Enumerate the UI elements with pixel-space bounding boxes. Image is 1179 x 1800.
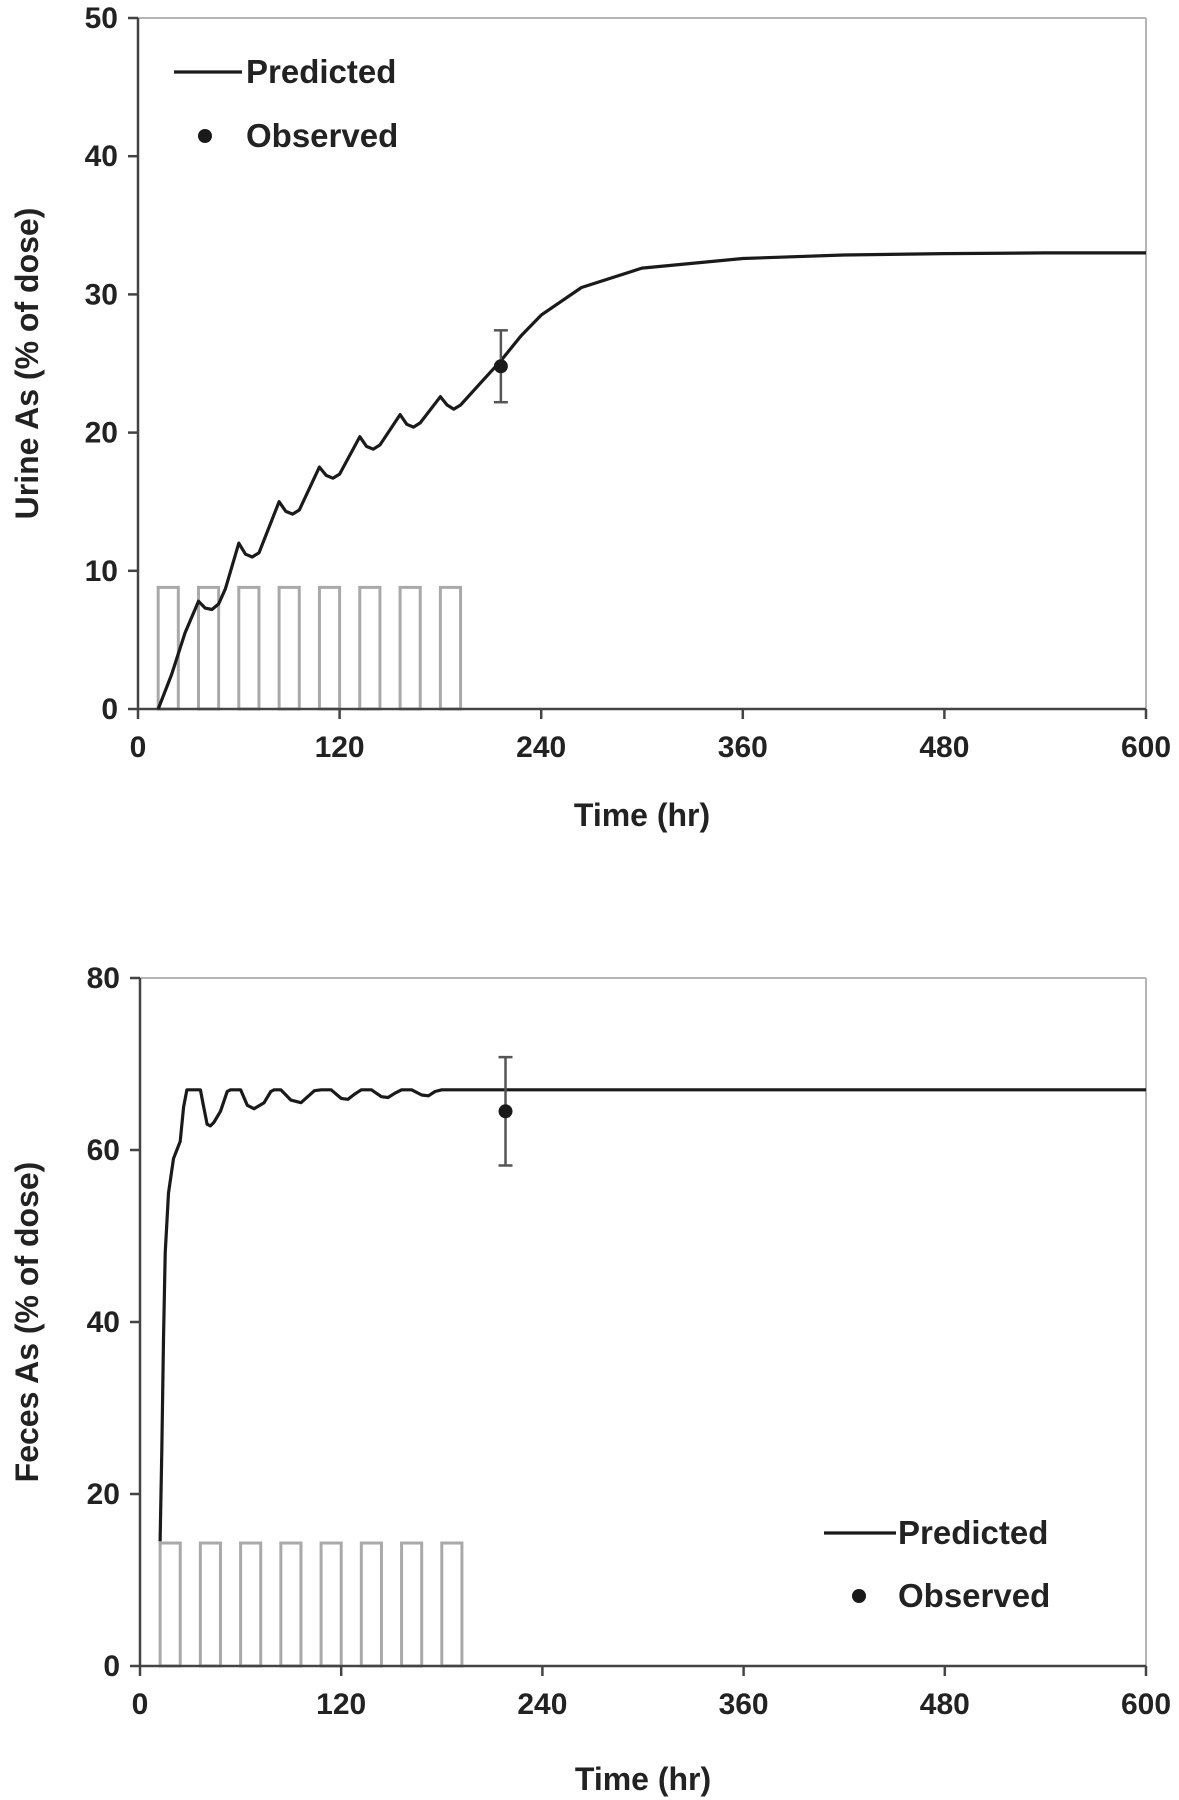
x-tick-label: 0 [132, 1688, 149, 1721]
observed-point [498, 1104, 513, 1119]
y-tick-label: 0 [103, 1650, 120, 1683]
dosing-bar [239, 1541, 263, 1668]
y-axis-title: Urine As (% of dose) [9, 208, 45, 520]
x-tick-label: 0 [130, 731, 147, 764]
x-axis-title: Time (hr) [574, 797, 710, 833]
x-tick-label: 120 [316, 1688, 366, 1721]
dosing-bar [438, 585, 463, 711]
dosing-bar [158, 1541, 182, 1668]
dosing-bar [359, 1541, 383, 1668]
dosing-bar [277, 585, 301, 711]
legend-observed-label: Observed [246, 117, 398, 154]
y-tick-label: 50 [85, 2, 118, 35]
y-tick-label: 20 [85, 417, 118, 450]
dosing-bar [279, 1541, 303, 1668]
feces-chart: 0 20 40 60 80 0 120 240 360 480 600 Time (hr) Feces … [9, 962, 1171, 1797]
y-tick-label: 30 [85, 278, 118, 311]
legend-observed-swatch [198, 129, 212, 143]
x-tick-label: 240 [517, 1688, 567, 1721]
x-tick-label: 360 [718, 731, 768, 764]
legend: Predicted Observed [174, 53, 398, 154]
x-tick-label: 480 [919, 731, 969, 764]
dosing-bar [317, 585, 342, 711]
series-predicted-line [158, 1088, 1146, 1542]
x-tick-label: 360 [719, 1688, 769, 1721]
dosing-bar [400, 1541, 424, 1668]
x-tick-label: 600 [1121, 731, 1171, 764]
dosing-bar [319, 1541, 343, 1668]
y-tick-label: 40 [85, 140, 118, 173]
legend-observed-label: Observed [898, 1577, 1050, 1614]
dosing-bar [398, 585, 422, 711]
x-tick-label: 480 [920, 1688, 970, 1721]
legend-predicted-label: Predicted [246, 53, 396, 90]
series-predicted-line [156, 251, 1146, 710]
y-tick-label: 80 [87, 962, 120, 995]
y-tick-label: 40 [87, 1306, 120, 1339]
legend-observed-swatch [852, 1589, 866, 1603]
y-tick-label: 10 [85, 555, 118, 588]
y-tick-label: 20 [87, 1478, 120, 1511]
x-tick-label: 600 [1121, 1688, 1171, 1721]
x-tick-label: 240 [516, 731, 566, 764]
y-axis-title: Feces As (% of dose) [9, 1162, 45, 1483]
observed-point [493, 359, 508, 374]
dosing-bar [440, 1541, 464, 1668]
urine-chart: 0 10 20 30 40 50 0 120 240 360 480 600 Time (hr) Urin… [9, 2, 1171, 833]
y-tick-label: 60 [87, 1134, 120, 1167]
legend-predicted-label: Predicted [898, 1514, 1048, 1551]
x-tick-label: 120 [315, 731, 365, 764]
dosing-bar [198, 1541, 222, 1668]
legend: Predicted Observed [824, 1514, 1050, 1614]
dosing-bar [358, 585, 382, 711]
dosing-bar [156, 585, 180, 711]
dosing-bar [237, 585, 261, 711]
x-axis-title: Time (hr) [575, 1761, 711, 1797]
y-tick-label: 0 [101, 693, 118, 726]
